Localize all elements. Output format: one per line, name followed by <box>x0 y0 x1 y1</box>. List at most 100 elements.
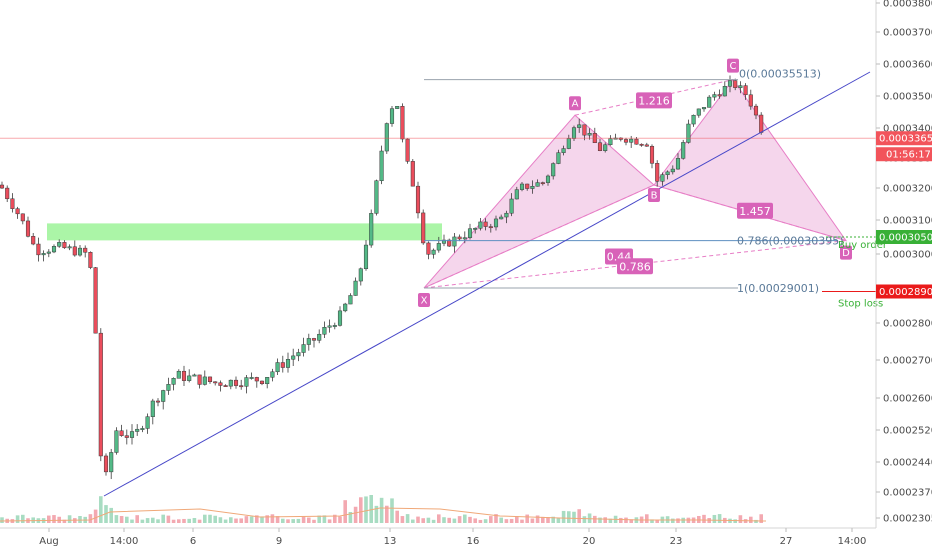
volume-bar <box>338 516 342 523</box>
volume-bar <box>307 517 311 523</box>
candle-body <box>759 114 764 133</box>
candle-body <box>254 377 259 382</box>
volume-bar <box>608 518 613 523</box>
candle-body <box>519 183 525 190</box>
candle-body <box>265 377 270 385</box>
candle-body <box>291 355 296 360</box>
candle-body <box>473 228 478 230</box>
candle-body <box>124 435 129 438</box>
candle-body <box>20 213 25 222</box>
candle-body <box>639 143 644 146</box>
volume-bar <box>379 497 384 523</box>
volume-bar <box>478 519 483 523</box>
volume-bar <box>473 518 477 523</box>
volume-bar <box>343 500 347 523</box>
pattern-point-d-badge <box>840 245 852 260</box>
volume-bar <box>416 516 420 523</box>
candle-body <box>228 379 233 387</box>
candle-body <box>540 182 545 185</box>
trendline <box>103 71 871 497</box>
volume-bar <box>130 519 134 523</box>
pattern-point-c-label: C <box>730 61 737 72</box>
volume-bar <box>135 515 139 523</box>
volume-bar <box>151 517 155 523</box>
volume-bar <box>171 519 176 523</box>
time-axis[interactable]: Aug 14:00 6 9 13 16 20 23 27 14:00 <box>0 527 876 547</box>
candle-body <box>358 268 363 282</box>
volume-bar <box>301 516 306 523</box>
candle-body <box>103 455 109 473</box>
volume-bar <box>619 517 623 523</box>
volume-bar <box>374 505 379 523</box>
candle-body <box>114 430 119 453</box>
candle-body <box>582 124 587 136</box>
price-tick-label: 0.00032000 <box>883 184 932 195</box>
harmonic-pattern <box>423 78 848 289</box>
volume-bar <box>145 518 150 523</box>
volume-bar <box>655 519 659 523</box>
candle-body <box>457 236 462 240</box>
price-tick-label: 0.00026000 <box>883 394 932 405</box>
volume-bar <box>78 516 82 523</box>
candle-body <box>46 251 51 254</box>
candle-body <box>691 114 696 125</box>
volume-bar <box>738 515 743 523</box>
candle-body <box>410 161 415 187</box>
candle-body <box>353 280 358 296</box>
price-tick-label: 0.00027000 <box>883 356 932 367</box>
candle-body <box>10 198 15 209</box>
ratio-label: 1.457 <box>739 205 771 218</box>
price-axis[interactable]: 0.00038000 0.00037000 0.00036000 0.00035000… <box>875 0 932 528</box>
volume-bar <box>463 514 467 523</box>
time-tick-label: 13 <box>384 536 397 547</box>
volume-bar <box>260 516 264 523</box>
candle-body <box>738 85 743 88</box>
candle-body <box>343 303 348 312</box>
candle-body <box>270 371 275 378</box>
ratio-label: 1.216 <box>638 94 670 107</box>
candle-body <box>259 380 265 385</box>
candle-body <box>421 212 426 244</box>
volume-bar <box>671 518 675 523</box>
volume-bar <box>624 517 628 523</box>
volume-bar <box>47 515 51 523</box>
volume-bar <box>702 514 706 523</box>
volume-bar <box>395 510 399 523</box>
volume-bar <box>359 497 363 523</box>
candle-body <box>140 428 145 430</box>
pattern-point-b-badge <box>648 188 660 202</box>
candle-body <box>597 142 603 151</box>
volume-bar <box>0 517 4 523</box>
candle-body <box>296 352 301 357</box>
candle-body <box>701 107 707 110</box>
candle-body <box>623 139 629 143</box>
volume-bar <box>244 516 249 523</box>
volume-bar <box>333 514 337 523</box>
volume-bar <box>561 510 566 523</box>
candle-body <box>187 375 192 381</box>
volume-bar <box>52 515 56 523</box>
candle-body <box>649 145 655 164</box>
volume-bar <box>759 514 763 523</box>
price-tick-label: 0.00025200 <box>883 426 932 437</box>
candle-body <box>525 183 530 189</box>
countdown-tag <box>876 147 932 162</box>
candle-body <box>426 242 431 255</box>
candle-body <box>660 174 665 182</box>
candle-body <box>509 198 514 214</box>
candle-body <box>727 80 733 87</box>
fib-label-0: 0(0.00035513) <box>739 68 821 81</box>
ratio-badge <box>737 202 773 219</box>
time-tick-label: 14:00 <box>838 536 867 547</box>
time-tick-label: 27 <box>780 536 793 547</box>
volume-bar <box>62 519 67 523</box>
candle-body <box>389 108 395 124</box>
candle-body <box>249 377 254 379</box>
candle-body <box>571 127 577 139</box>
volume-bar <box>177 519 181 523</box>
volume-bar <box>629 519 633 523</box>
volume-bar <box>572 511 576 523</box>
volume-bar <box>161 514 165 523</box>
volume-bar <box>275 516 280 523</box>
